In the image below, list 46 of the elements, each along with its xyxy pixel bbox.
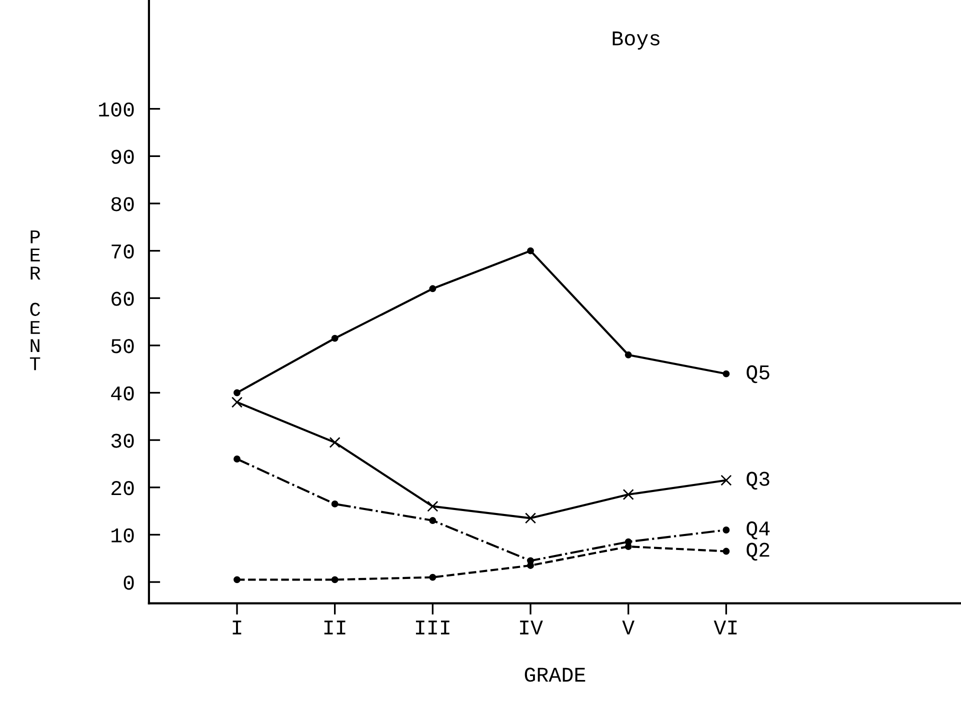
y-tick-label: 40 [111, 386, 134, 401]
point [622, 488, 634, 500]
point [329, 436, 340, 448]
y-tick-label: 70 [112, 244, 134, 259]
y-tick-label: 30 [111, 434, 134, 448]
y-tick-label: 20 [112, 481, 134, 496]
point [720, 474, 732, 486]
point [231, 396, 243, 408]
series-label: Q4 [746, 521, 770, 540]
x-tick-label: IV [520, 620, 543, 634]
series-label: Q5 [746, 365, 770, 384]
point [722, 370, 730, 378]
y-tick-label: 90 [111, 150, 134, 164]
point [524, 512, 536, 524]
x-axis-title: GRADE [524, 668, 586, 682]
point [331, 576, 338, 584]
point [429, 517, 436, 524]
point [234, 456, 240, 462]
y-tick-label: 100 [99, 102, 134, 117]
point [722, 548, 730, 555]
point [429, 574, 436, 581]
point [624, 543, 632, 550]
point [427, 500, 438, 512]
series-label: Q3 [746, 472, 770, 490]
x-tick-label: II [324, 620, 346, 634]
y-tick-label: 10 [112, 528, 134, 542]
x-tick-label: V [622, 620, 634, 634]
x-tick-label: VI [714, 620, 737, 634]
x-tick-label: I [232, 620, 242, 634]
text: Boys [612, 32, 660, 50]
point [331, 500, 338, 508]
x-tick-label: III [416, 620, 450, 634]
y-tick-label: 0 [124, 576, 134, 590]
point [429, 285, 436, 292]
point [234, 389, 240, 396]
y-tick-label: 80 [111, 197, 134, 212]
point [234, 576, 240, 584]
point [331, 334, 338, 342]
y-axis-title: PER CENT [30, 230, 40, 370]
y-tick-label: 60 [112, 292, 134, 306]
series-label: Q2 [746, 542, 770, 561]
point [722, 526, 730, 534]
y-tick-label: 50 [111, 339, 134, 354]
point [624, 351, 632, 358]
point [527, 247, 534, 254]
point [527, 562, 534, 569]
